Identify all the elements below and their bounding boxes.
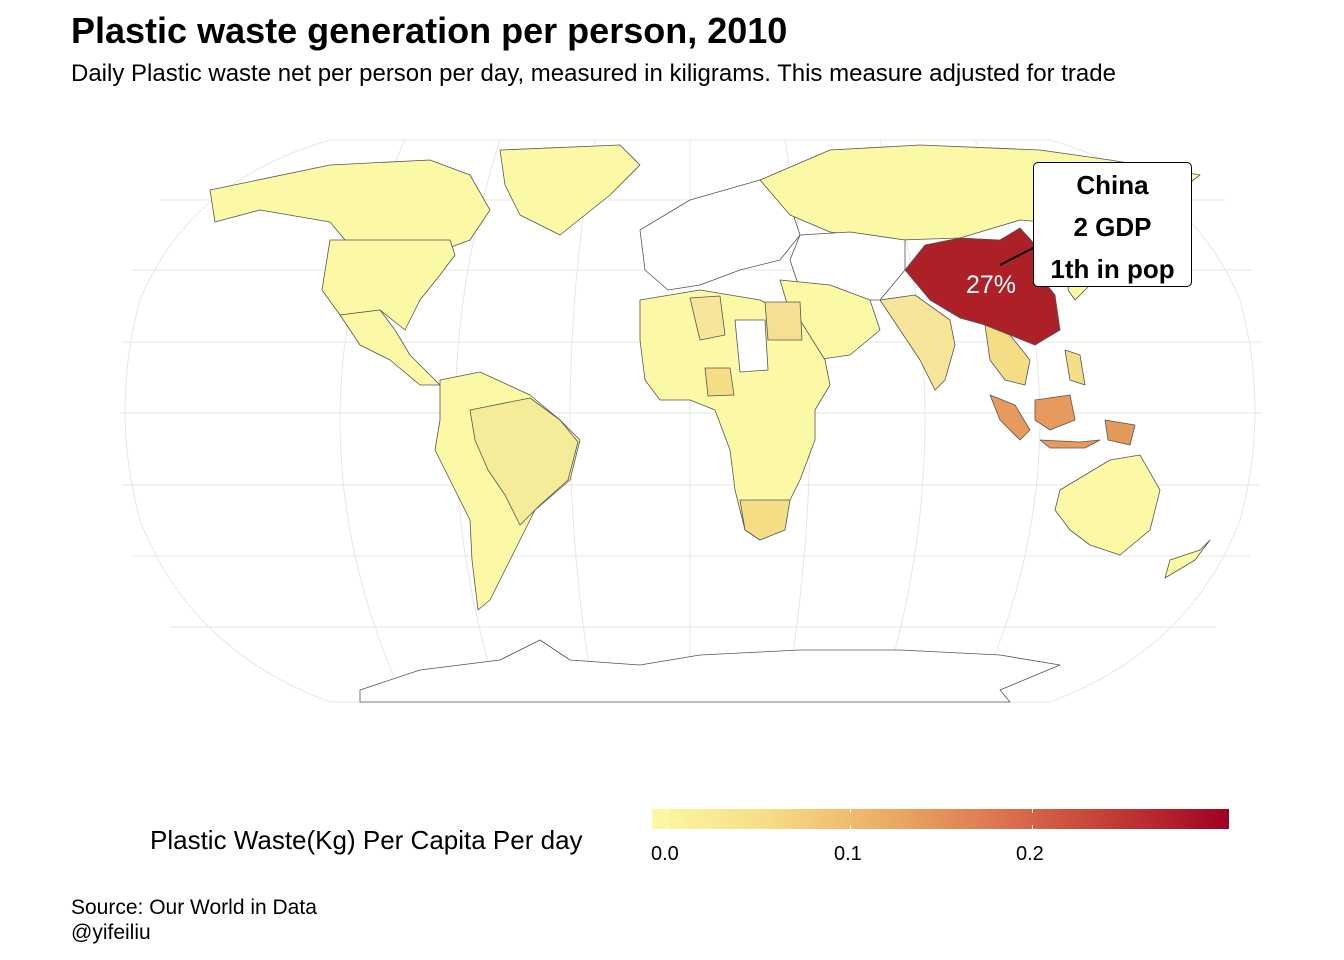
region-indonesia xyxy=(1034,394,1076,431)
region-antarctica xyxy=(359,639,1061,703)
region-new-guinea xyxy=(1104,419,1136,446)
legend-tick-label: 0.1 xyxy=(834,843,862,865)
source-note: Source: Our World in Data @yifeiliu xyxy=(71,895,317,945)
region-africa-missing xyxy=(734,319,769,373)
legend-tick-mark xyxy=(1032,825,1033,829)
legend-tick-mark xyxy=(667,809,668,813)
source-line: Source: Our World in Data xyxy=(71,896,317,919)
author-handle: @yifeiliu xyxy=(71,921,151,944)
callout-country: China xyxy=(1076,170,1149,200)
region-malaysia xyxy=(989,394,1031,441)
region-nigeria xyxy=(704,367,735,397)
region-south-africa xyxy=(739,499,791,541)
callout-pop: 1th in pop xyxy=(1050,254,1175,284)
region-philippines xyxy=(1064,349,1086,386)
callout-leader xyxy=(999,247,1034,266)
region-usa xyxy=(321,239,456,331)
region-indonesia-east xyxy=(1039,439,1101,449)
legend-title: Plastic Waste(Kg) Per Capita Per day xyxy=(150,825,583,855)
legend-tick-mark xyxy=(850,809,851,813)
legend-tick-mark xyxy=(667,825,668,829)
legend-colorbar xyxy=(652,809,1229,829)
region-new-zealand xyxy=(1164,539,1211,579)
region-brazil xyxy=(469,397,579,526)
legend-tick-mark xyxy=(850,825,851,829)
region-europe xyxy=(639,179,801,291)
china-callout: China 2 GDP 1th in pop xyxy=(1033,162,1192,287)
legend-tick-label: 0.0 xyxy=(651,843,679,865)
callout-gdp: 2 GDP xyxy=(1073,212,1152,242)
page-subtitle: Daily Plastic waste net per person per d… xyxy=(71,60,1116,87)
region-australia xyxy=(1054,454,1161,556)
region-algeria xyxy=(689,295,726,341)
region-india xyxy=(879,294,956,391)
page-title: Plastic waste generation per person, 201… xyxy=(71,10,788,51)
legend-tick-mark xyxy=(1032,809,1033,813)
region-egypt xyxy=(764,301,803,341)
china-share-label: 27% xyxy=(966,271,1017,299)
region-mexico xyxy=(339,309,441,386)
legend-tick-label: 0.2 xyxy=(1016,843,1044,865)
region-greenland xyxy=(499,144,641,236)
region-china xyxy=(904,227,1061,346)
